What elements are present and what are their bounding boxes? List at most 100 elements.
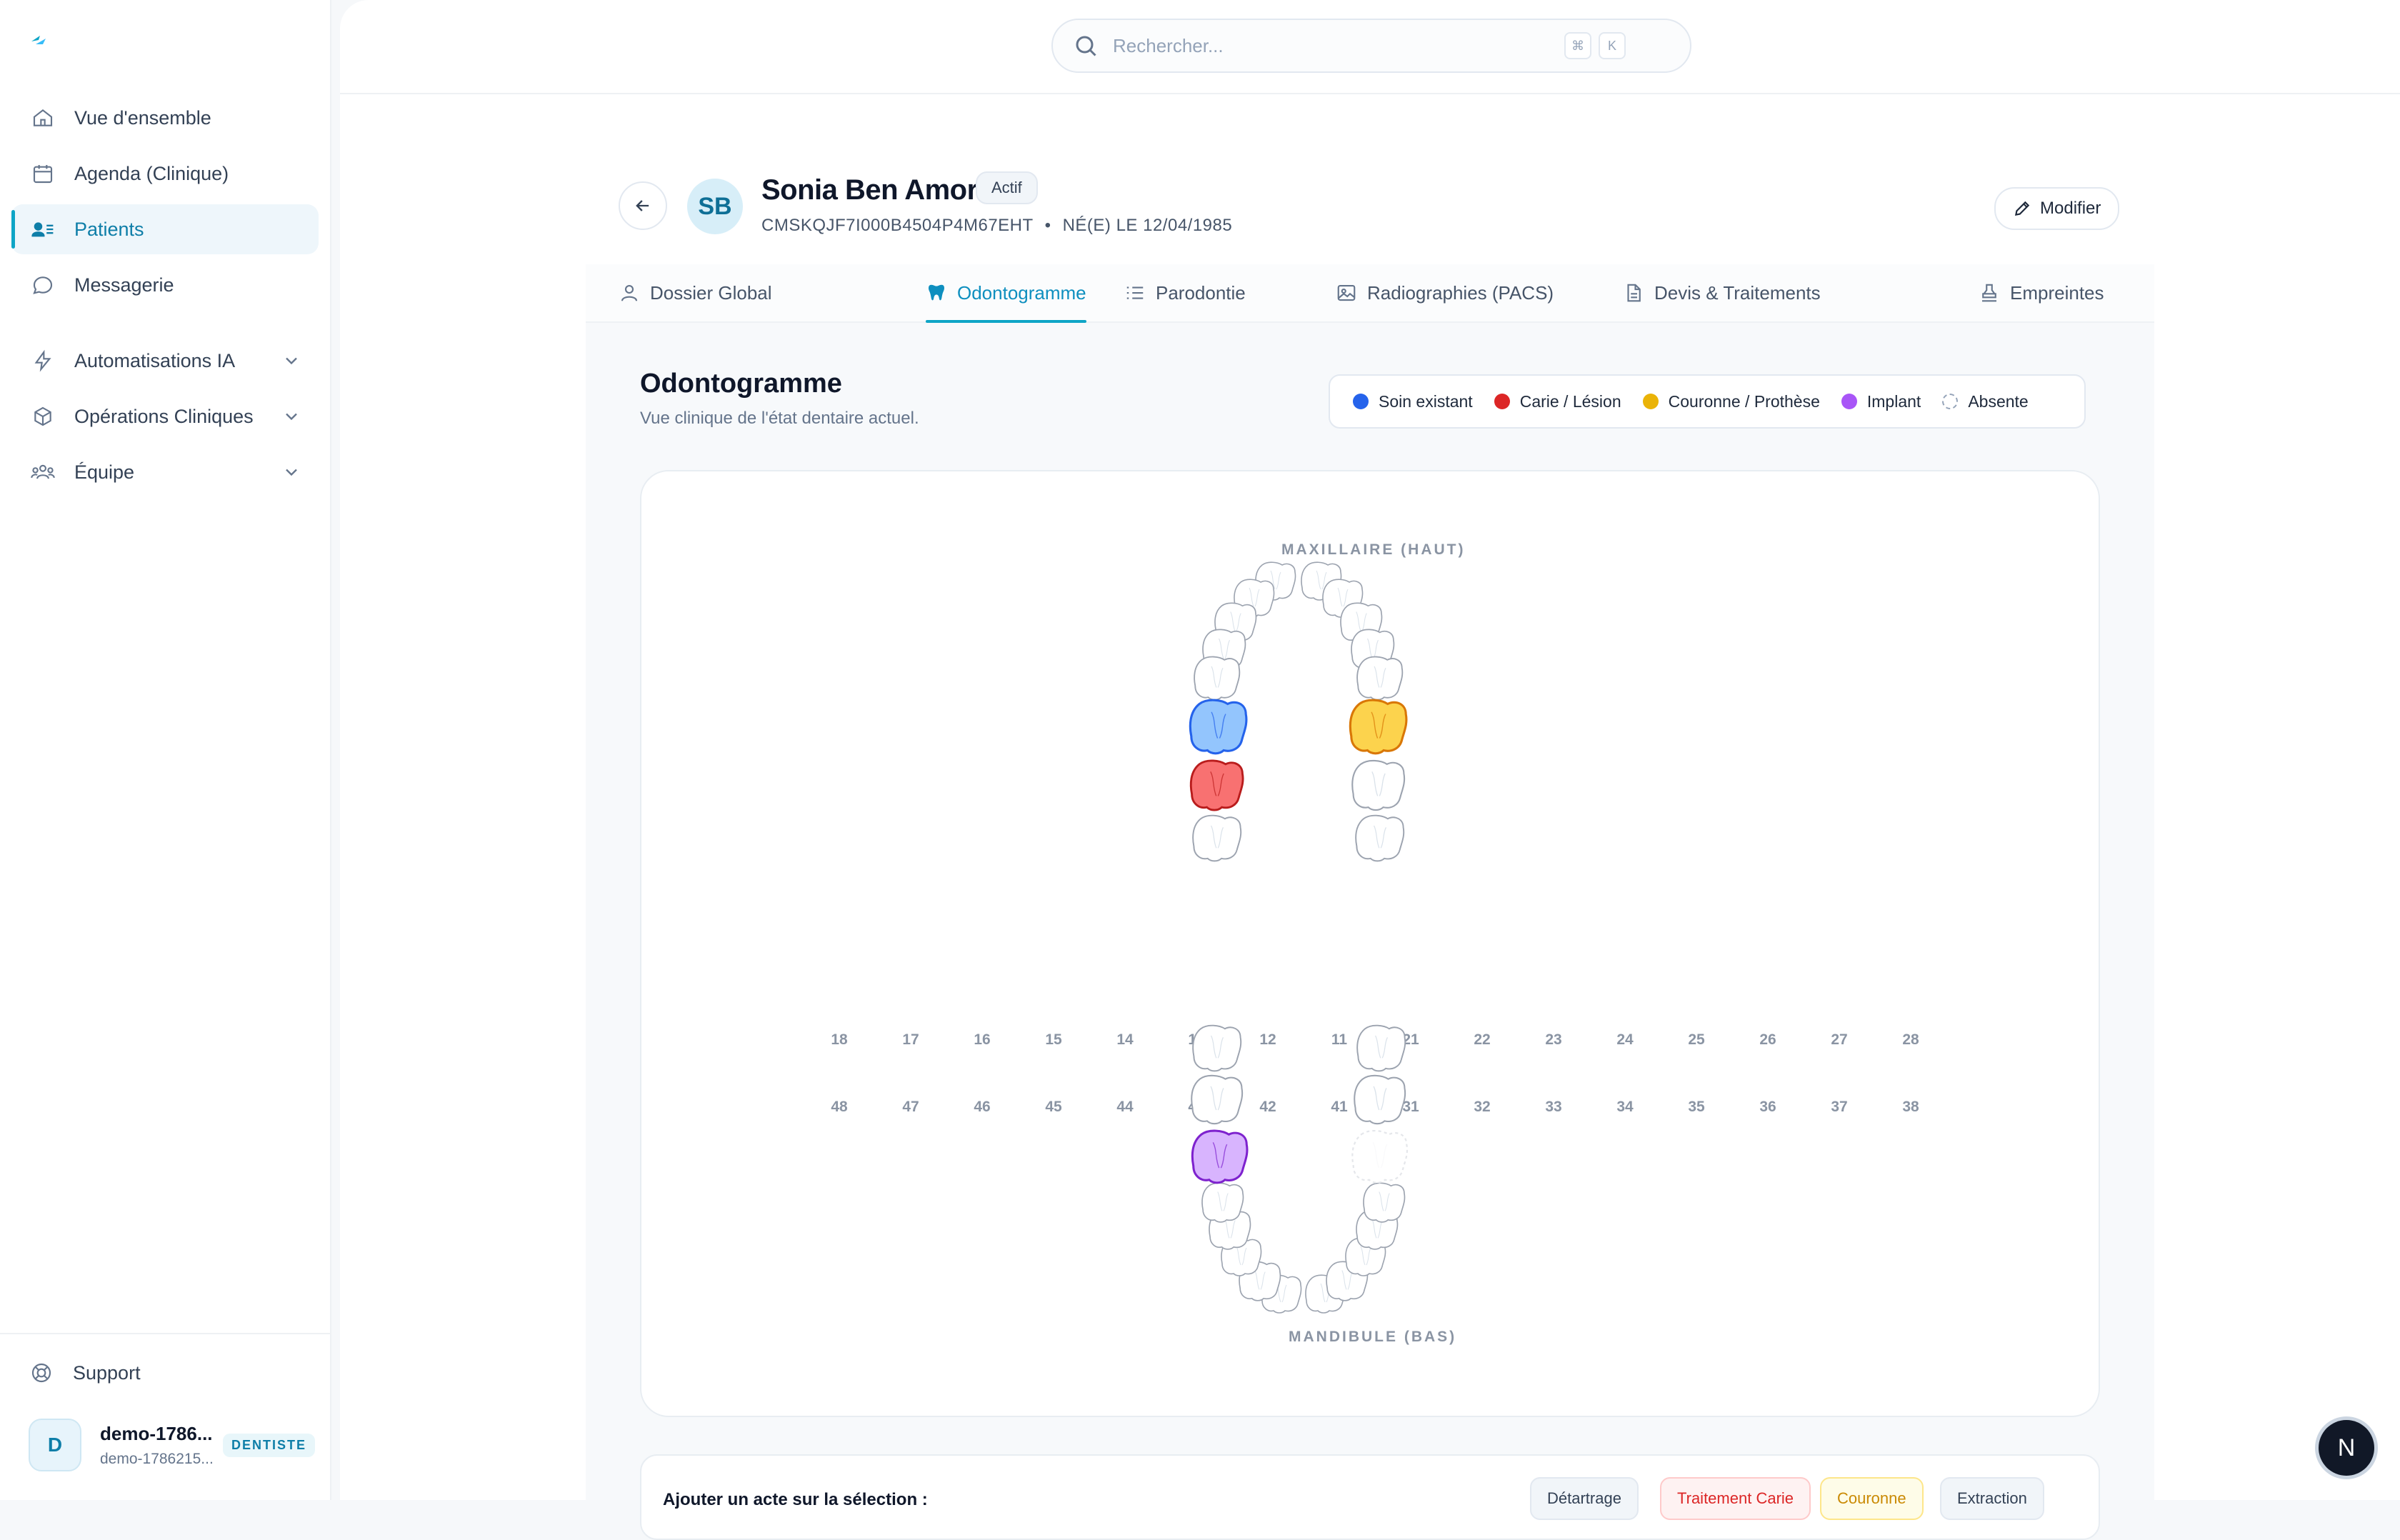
tab-parodontie[interactable]: Parodontie bbox=[1124, 264, 1246, 321]
tab-label: Radiographies (PACS) bbox=[1367, 281, 1554, 304]
legend-label: Implant bbox=[1866, 391, 1921, 411]
tooth-18[interactable] bbox=[1188, 814, 1246, 864]
document-icon bbox=[1627, 284, 1641, 302]
tooth-36[interactable] bbox=[1347, 1129, 1413, 1186]
user-email: demo-1786215... bbox=[100, 1450, 214, 1467]
tooth-number-18: 18 bbox=[831, 1031, 848, 1048]
tooth-number-35: 35 bbox=[1688, 1099, 1705, 1115]
sidebar-item-overview[interactable]: Vue d'ensemble bbox=[11, 93, 319, 143]
patient-avatar: SB bbox=[687, 179, 743, 234]
sidebar-group-clinical-operations[interactable]: Opérations Cliniques bbox=[11, 391, 319, 441]
assistant-button[interactable]: N bbox=[2319, 1420, 2374, 1476]
sidebar-group-automations[interactable]: Automatisations IA bbox=[11, 336, 319, 386]
tooth-47[interactable] bbox=[1186, 1074, 1248, 1126]
tab-devis-traitements[interactable]: Devis & Traitements bbox=[1623, 264, 1821, 321]
tab-label: Dossier Global bbox=[650, 281, 772, 304]
sidebar-item-label: Vue d'ensemble bbox=[74, 106, 211, 129]
tooth-number-27: 27 bbox=[1831, 1031, 1848, 1048]
tooth-46[interactable] bbox=[1187, 1129, 1253, 1186]
patient-header: SB Sonia Ben Amor Actif CMSKQJF7I000B450… bbox=[586, 131, 2154, 264]
tooth-number-12: 12 bbox=[1259, 1031, 1276, 1048]
chevron-down-icon bbox=[286, 469, 297, 476]
tooth-number-44: 44 bbox=[1116, 1099, 1134, 1115]
tab-radiographies[interactable]: Radiographies (PACS) bbox=[1336, 264, 1554, 321]
user-profile[interactable]: D demo-1786... demo-1786215... DENTISTE bbox=[29, 1419, 316, 1471]
patient-id: CMSKQJF7I000B4504P4M67EHT bbox=[761, 216, 1034, 235]
tooth-number-33: 33 bbox=[1545, 1099, 1562, 1115]
sidebar-item-messaging[interactable]: Messagerie bbox=[11, 260, 319, 310]
tooth-number-42: 42 bbox=[1259, 1099, 1276, 1115]
main-content: ⌘ K SB Sonia Ben Amor Actif CMSKQJF7I000… bbox=[340, 0, 2400, 1540]
tab-empreintes[interactable]: Empreintes bbox=[1979, 264, 2104, 321]
tab-label: Parodontie bbox=[1156, 281, 1246, 304]
tab-dossier-global[interactable]: Dossier Global bbox=[619, 264, 772, 321]
lifebuoy-icon bbox=[27, 1359, 56, 1387]
tooth-17[interactable] bbox=[1186, 759, 1248, 813]
sidebar-item-label: Messagerie bbox=[74, 274, 174, 296]
tooth-26[interactable] bbox=[1346, 698, 1411, 756]
avatar: D bbox=[29, 1419, 81, 1471]
tooth-25[interactable] bbox=[1351, 655, 1409, 702]
patient-birthdate: NÉ(E) LE 12/04/1985 bbox=[1062, 216, 1233, 235]
chevron-down-icon bbox=[286, 413, 297, 421]
legend-swatch bbox=[1841, 394, 1857, 409]
scaling-button[interactable]: Détartrage bbox=[1530, 1477, 1639, 1520]
message-icon bbox=[29, 271, 57, 299]
tooth-15[interactable] bbox=[1189, 655, 1246, 702]
tooth-28[interactable] bbox=[1351, 814, 1409, 864]
legend-item-caries: Carie / Lésion bbox=[1494, 392, 1621, 411]
sidebar-item-patients[interactable]: Patients bbox=[11, 204, 319, 254]
sidebar: Vue d'ensemble Agenda (Clinique) Patient… bbox=[0, 0, 331, 1500]
caries-treatment-button[interactable]: Traitement Carie bbox=[1660, 1477, 1811, 1520]
tooth-icon bbox=[928, 284, 945, 301]
pencil-icon bbox=[2014, 201, 2030, 216]
image-icon bbox=[1337, 284, 1356, 301]
crown-button[interactable]: Couronne bbox=[1820, 1477, 1924, 1520]
bolt-icon bbox=[29, 346, 57, 375]
tooth-number-28: 28 bbox=[1902, 1031, 1919, 1048]
tooth-number-17: 17 bbox=[902, 1031, 919, 1048]
lower-jaw-label: MANDIBULE (BAS) bbox=[1289, 1329, 1457, 1345]
odontogram-card: MAXILLAIRE (HAUT) MANDIBULE (BAS) 18 17 16… bbox=[640, 470, 2100, 1417]
tab-odontogramme[interactable]: Odontogramme bbox=[926, 264, 1086, 323]
tooth-16[interactable] bbox=[1186, 698, 1251, 756]
tooth-27[interactable] bbox=[1348, 759, 1409, 813]
upper-jaw-label: MAXILLAIRE (HAUT) bbox=[1281, 541, 1466, 558]
tooth-38[interactable] bbox=[1352, 1024, 1411, 1074]
action-label: Ajouter un acte sur la sélection : bbox=[663, 1490, 928, 1509]
tab-label: Empreintes bbox=[2010, 281, 2104, 304]
sidebar-item-label: Patients bbox=[74, 218, 144, 240]
extraction-button[interactable]: Extraction bbox=[1940, 1477, 2044, 1520]
tooth-35[interactable] bbox=[1356, 1181, 1412, 1224]
tooth-number-31: 31 bbox=[1402, 1099, 1419, 1115]
edit-button[interactable]: Modifier bbox=[1994, 187, 2120, 230]
tooth-number-34: 34 bbox=[1616, 1099, 1634, 1115]
tab-label: Odontogramme bbox=[957, 281, 1086, 304]
home-icon bbox=[29, 104, 57, 132]
search-input[interactable] bbox=[1111, 34, 1557, 58]
tooth-45[interactable] bbox=[1195, 1181, 1251, 1224]
status-badge: Actif bbox=[976, 171, 1038, 204]
app-logo-icon[interactable] bbox=[29, 31, 49, 51]
back-button[interactable] bbox=[619, 181, 667, 230]
legend-label: Soin existant bbox=[1379, 391, 1473, 411]
role-badge: DENTISTE bbox=[223, 1433, 316, 1457]
legend-swatch bbox=[1642, 394, 1659, 409]
tooth-48[interactable] bbox=[1188, 1024, 1246, 1074]
tooth-37[interactable] bbox=[1349, 1074, 1411, 1126]
support-link[interactable]: Support bbox=[27, 1359, 141, 1387]
sidebar-item-agenda[interactable]: Agenda (Clinique) bbox=[11, 149, 319, 199]
patient-name: Sonia Ben Amor bbox=[761, 174, 978, 206]
sidebar-group-team[interactable]: Équipe bbox=[11, 447, 319, 497]
sidebar-item-label: Agenda (Clinique) bbox=[74, 162, 229, 184]
search-bar[interactable]: ⌘ K bbox=[1051, 19, 1691, 73]
tooth-number-37: 37 bbox=[1831, 1099, 1848, 1115]
patient-meta: CMSKQJF7I000B4504P4M67EHT • NÉ(E) LE 12/… bbox=[761, 216, 1232, 236]
section-title: Odontogramme bbox=[640, 369, 842, 399]
chevron-down-icon bbox=[286, 357, 297, 365]
shortcut-k-key: K bbox=[1599, 32, 1626, 59]
legend-swatch bbox=[1353, 394, 1369, 409]
tooth-number-25: 25 bbox=[1688, 1031, 1705, 1048]
support-label: Support bbox=[73, 1361, 141, 1384]
legend-item-existing-care: Soin existant bbox=[1353, 392, 1473, 411]
